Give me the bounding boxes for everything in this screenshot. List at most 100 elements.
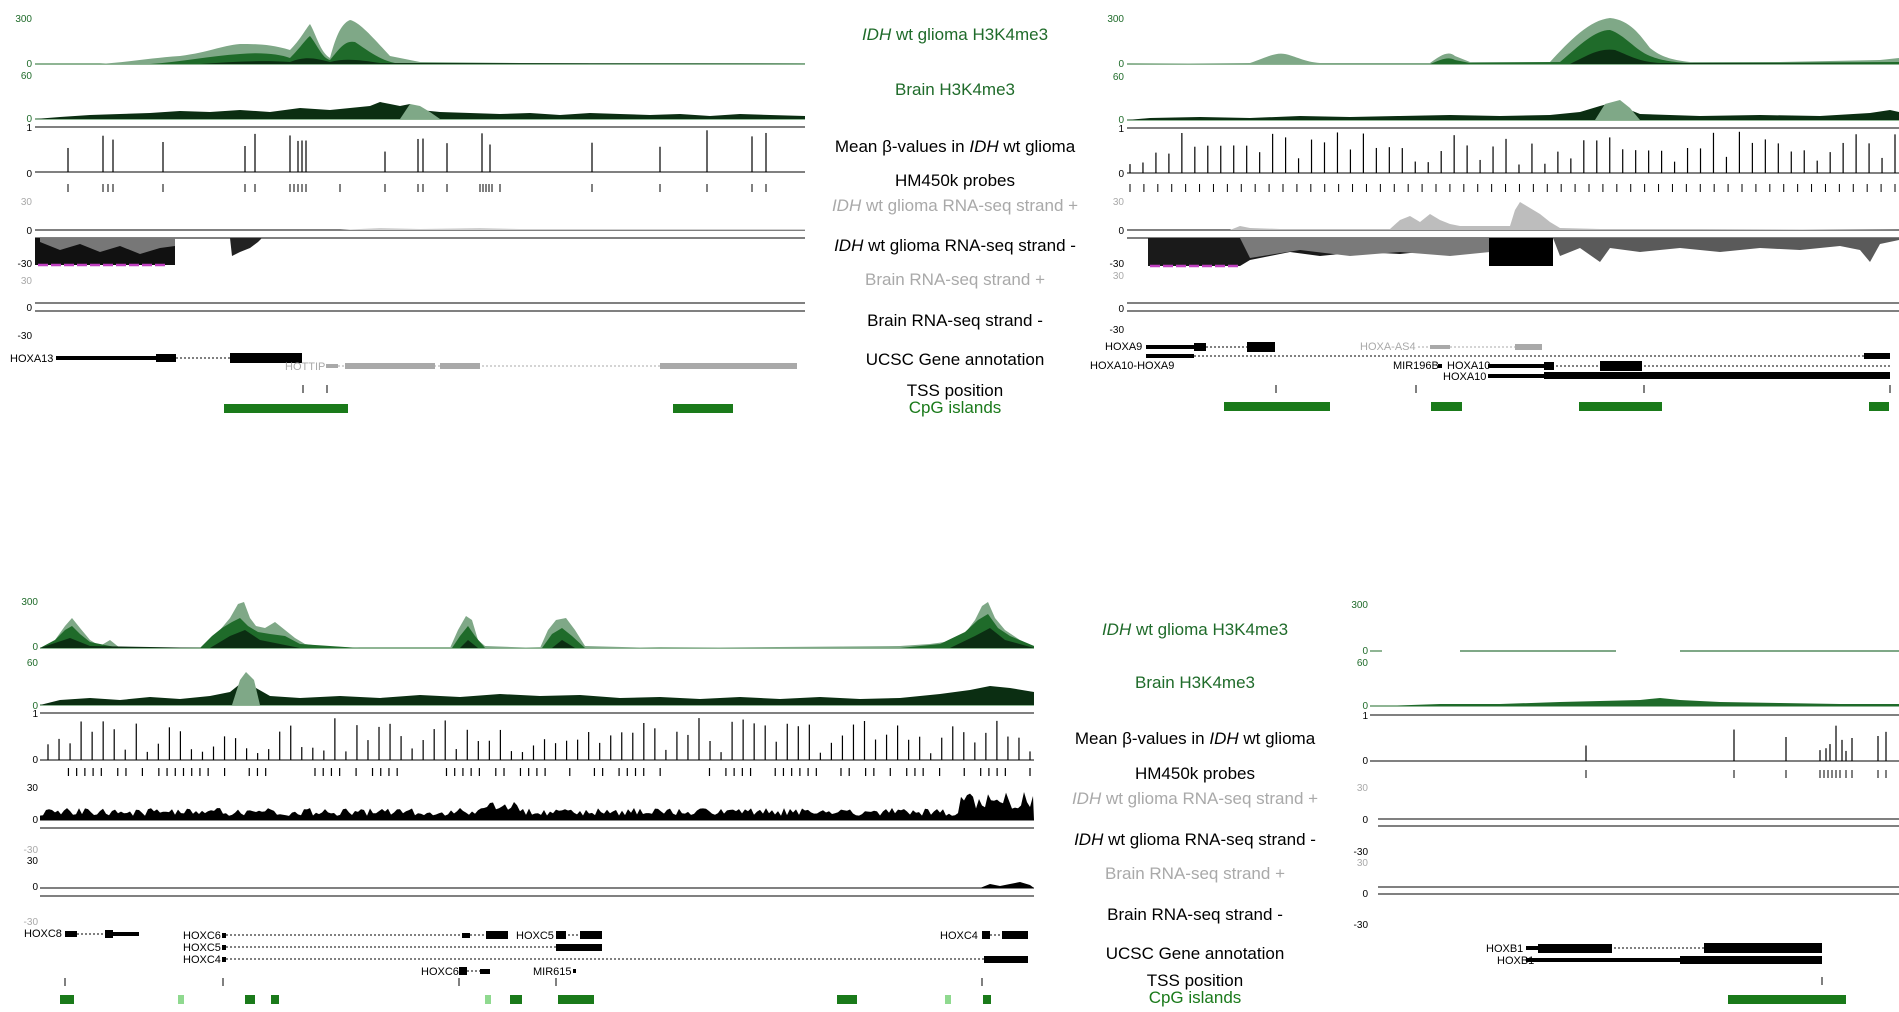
- gene-label: HOXC4: [940, 930, 978, 942]
- label-glioma-rna-minus: IDH wt glioma RNA-seq strand -: [834, 236, 1076, 255]
- label-hm450k-probes: HM450k probes: [1135, 764, 1255, 783]
- glioma-rna-plus-track: [35, 228, 805, 231]
- tick-label: 0: [1362, 815, 1368, 826]
- hm450k-probes-track: [1585, 770, 1887, 778]
- brain-h3k4me3-track: [1370, 698, 1899, 707]
- hm450k-probes-track: [67, 184, 767, 192]
- tick-label: 1: [1118, 124, 1124, 135]
- tick-label: 0: [1362, 889, 1368, 900]
- mean-beta-track: [1370, 714, 1899, 762]
- label-cpg: CpG islands: [909, 398, 1002, 417]
- tick-label: 1: [1362, 711, 1368, 722]
- tick-label: 0: [1362, 756, 1368, 767]
- label-brain-h3k4me3: Brain H3K4me3: [1135, 673, 1255, 692]
- tick-label: -30: [18, 259, 33, 270]
- track-labels-c: IDH wt glioma H3K4me3 Brain H3K4me3 Mean…: [1072, 620, 1318, 1007]
- gene-label: MIR615: [533, 966, 572, 978]
- glioma-h3k4me3-track: [1127, 18, 1899, 65]
- label-brain-rna-minus: Brain RNA-seq strand -: [1107, 905, 1283, 924]
- label-ucsc-gene: UCSC Gene annotation: [866, 350, 1045, 369]
- gene-label: HOXA9: [1105, 341, 1142, 353]
- gene-label: HOXC4: [183, 954, 221, 966]
- tick-label: 0: [26, 169, 32, 180]
- tick-label: -30: [1354, 847, 1369, 858]
- brain-rna-plus-track: [40, 882, 1034, 889]
- gene-label: HOXA10: [1447, 360, 1490, 372]
- label-glioma-rna-minus: IDH wt glioma RNA-seq strand -: [1074, 830, 1316, 849]
- label-brain-rna-plus: Brain RNA-seq strand +: [865, 270, 1045, 289]
- glioma-rna-plus-track: [1127, 202, 1899, 231]
- brain-h3k4me3-track: [1127, 100, 1899, 121]
- label-cpg: CpG islands: [1149, 988, 1242, 1007]
- gene-label: HOXC5: [183, 942, 221, 954]
- tick-label: 0: [1362, 646, 1368, 657]
- cpg-islands-track: [224, 404, 733, 413]
- tick-label: 1: [26, 123, 32, 134]
- tick-label: -30: [24, 845, 39, 856]
- label-brain-rna-plus: Brain RNA-seq strand +: [1105, 864, 1285, 883]
- tick-label: 300: [1351, 600, 1368, 611]
- hm450k-probes-track: [1129, 184, 1896, 192]
- hm450k-probes-track: [67, 768, 1031, 776]
- gene-annotation-track: HOXC8 HOXC6 HOXC5 HOXC5 HOXC4 HOXC4: [24, 928, 1028, 978]
- tick-label: 0: [1118, 169, 1124, 180]
- tick-label: 30: [21, 276, 33, 287]
- tick-label: 0: [32, 815, 38, 826]
- gene-label: HOXB1: [1497, 955, 1534, 967]
- mean-beta-track: [1127, 127, 1899, 174]
- tick-label: 300: [15, 14, 32, 25]
- tick-label: 0: [26, 114, 32, 125]
- tick-label: 300: [1107, 14, 1124, 25]
- tick-label: 30: [27, 856, 39, 867]
- tick-label: 0: [32, 701, 38, 712]
- cpg-islands-track: [1224, 402, 1889, 411]
- label-mean-beta: Mean β-values in IDH wt glioma: [1075, 729, 1316, 748]
- tick-label: 60: [27, 658, 39, 669]
- tick-label: 30: [21, 197, 33, 208]
- glioma-rna-minus-track: [35, 237, 805, 267]
- tick-label: 0: [1118, 59, 1124, 70]
- label-glioma-h3k4me3: IDH wt glioma H3K4me3: [1102, 620, 1288, 639]
- glioma-rna-plus-track: [40, 792, 1034, 821]
- label-brain-h3k4me3: Brain H3K4me3: [895, 80, 1015, 99]
- gene-label: HOXA13: [10, 353, 53, 365]
- tick-label: 0: [32, 642, 38, 653]
- panel-a: 300 0 60 0 1 0 30 0 -30 30 0 -30: [10, 14, 1078, 417]
- gene-label: HOXA-AS4: [1360, 341, 1416, 353]
- mean-beta-track: [40, 712, 1034, 761]
- gene-label: HOXC6: [421, 966, 459, 978]
- track-labels-a: IDH wt glioma H3K4me3 Brain H3K4me3 Mean…: [832, 25, 1078, 417]
- gene-label: HOXA10-HOXA9: [1090, 360, 1174, 372]
- tss-track: [302, 385, 328, 393]
- gene-label: HOXA10: [1443, 371, 1486, 383]
- gene-annotation-track: HOXA9 HOXA10-HOXA9 HOXA-AS4 MIR196B HOXA…: [1090, 341, 1890, 383]
- label-tss: TSS position: [907, 381, 1003, 400]
- cpg-islands-track: [1728, 995, 1846, 1004]
- tick-label: 30: [1357, 858, 1369, 869]
- tick-label: 0: [32, 882, 38, 893]
- glioma-h3k4me3-track: [35, 20, 805, 65]
- tick-label: 30: [1113, 271, 1125, 282]
- gene-annotation-track: HOXB1 HOXB1: [1486, 943, 1822, 967]
- glioma-h3k4me3-track: [40, 602, 1034, 649]
- brain-h3k4me3-track: [40, 672, 1034, 706]
- tick-label: -30: [18, 331, 33, 342]
- tick-label: 0: [1118, 226, 1124, 237]
- mean-beta-track: [35, 126, 805, 173]
- panel-c: 300 0 60 0 1 0 30 0 -30 30 0 -30: [21, 597, 1318, 1007]
- tick-label: -30: [1110, 325, 1125, 336]
- gene-annotation-track: HOXA13 HOTTIP: [10, 353, 797, 373]
- tick-label: 30: [27, 783, 39, 794]
- tss-track: [64, 978, 983, 986]
- label-hm450k-probes: HM450k probes: [895, 171, 1015, 190]
- label-ucsc-gene: UCSC Gene annotation: [1106, 944, 1285, 963]
- panel-d: 300 0 60 0 1 0 30 0 -30 30 0 -30: [1351, 600, 1899, 1004]
- label-tss: TSS position: [1147, 971, 1243, 990]
- tss-track: [1275, 385, 1891, 393]
- gene-label: HOXB1: [1486, 943, 1523, 955]
- tick-label: 0: [1362, 701, 1368, 712]
- tick-label: 60: [1357, 658, 1369, 669]
- tick-label: 30: [1113, 197, 1125, 208]
- tick-label: -30: [1354, 920, 1369, 931]
